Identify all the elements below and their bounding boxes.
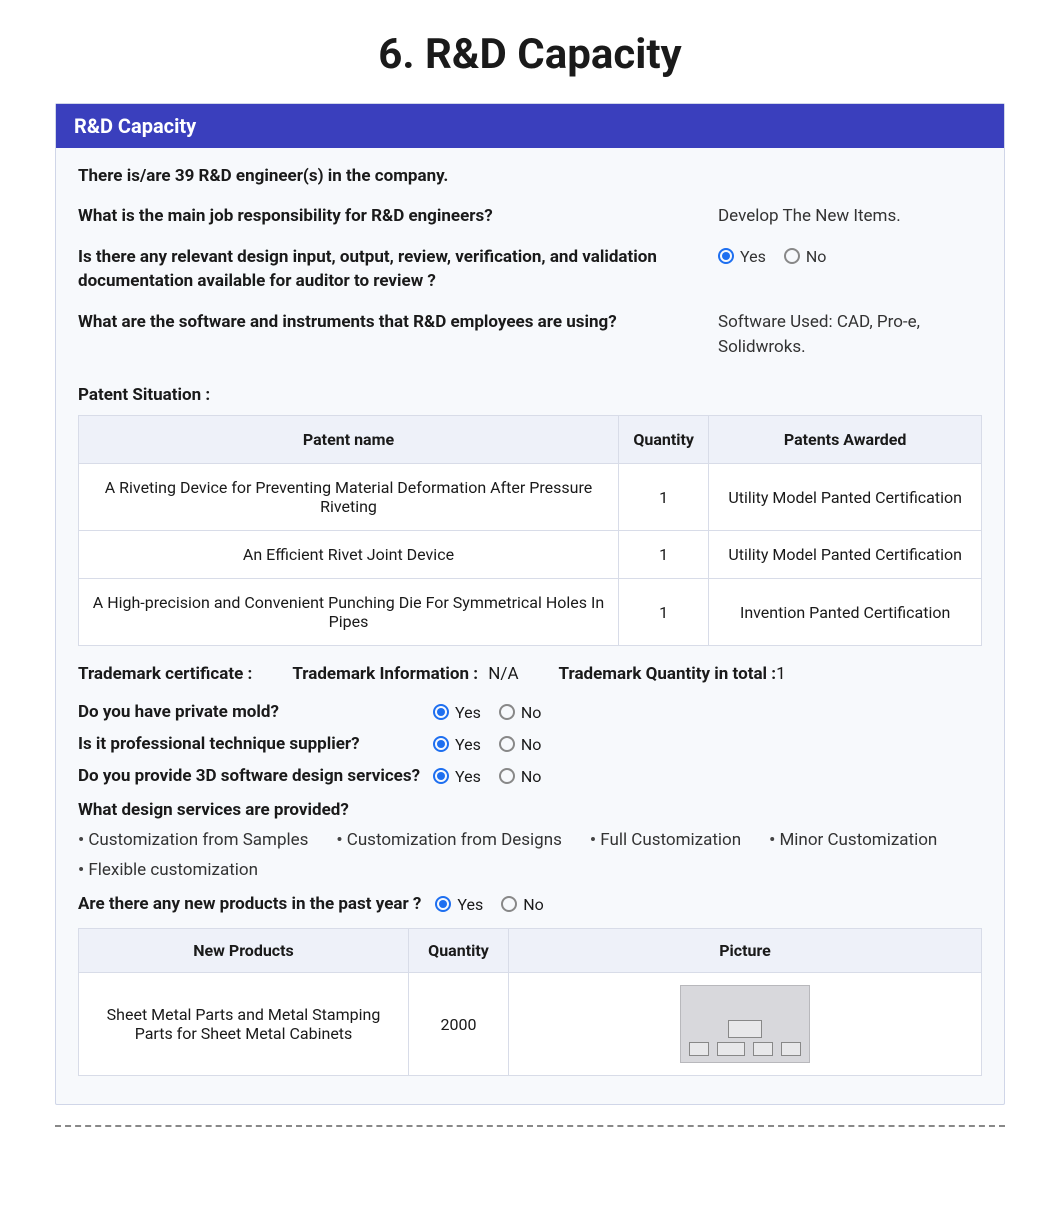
yn1-radio-group: Yes No [433, 735, 541, 754]
patent-cell: A High-precision and Convenient Punching… [79, 579, 619, 646]
patent-cell: Invention Panted Certification [709, 579, 982, 646]
table-row: An Efficient Rivet Joint Device1Utility … [79, 531, 982, 579]
trademark-qty-label: Trademark Quantity in total : [559, 664, 777, 684]
radio-circle-icon [718, 248, 734, 264]
qa1-radio-group: Yes No [718, 245, 826, 268]
yn2-radio-yes[interactable]: Yes [433, 767, 481, 786]
yn0-radio-group: Yes No [433, 703, 541, 722]
qa-row: Is there any relevant design input, outp… [78, 245, 982, 294]
trademark-qty-value: 1 [776, 664, 786, 684]
page-title: 6. R&D Capacity [0, 30, 1060, 79]
trademark-cert-label: Trademark certificate : [78, 664, 252, 684]
radio-circle-icon [433, 768, 449, 784]
newprod-radio-no[interactable]: No [501, 895, 544, 914]
design-service-item: Full Customization [590, 830, 741, 850]
qa-question: Is there any relevant design input, outp… [78, 245, 688, 294]
dashed-divider [55, 1125, 1005, 1127]
patent-column-header: Quantity [619, 416, 709, 464]
design-service-item: Flexible customization [78, 860, 258, 880]
yn2-radio-group: Yes No [433, 767, 541, 786]
radio-circle-icon [499, 768, 515, 784]
radio-label: Yes [455, 767, 481, 786]
radio-circle-icon [501, 896, 517, 912]
radio-label: Yes [740, 245, 766, 268]
product-qty-cell: 2000 [409, 973, 509, 1076]
radio-circle-icon [433, 736, 449, 752]
newprod-radio-group: Yes No [435, 895, 543, 914]
table-row: Sheet Metal Parts and Metal Stamping Par… [79, 973, 982, 1076]
product-picture-cell [509, 973, 982, 1076]
qa-row: What is the main job responsibility for … [78, 204, 982, 229]
radio-circle-icon [784, 248, 800, 264]
qa1-radio-yes[interactable]: Yes [718, 245, 766, 268]
qa-answer: Software Used: CAD, Pro-e, Solidwroks. [718, 310, 982, 359]
patent-cell: 1 [619, 464, 709, 531]
radio-circle-icon [499, 736, 515, 752]
yn-row: Do you have private mold? Yes No [78, 702, 982, 722]
rd-capacity-card: R&D Capacity There is/are 39 R&D enginee… [55, 103, 1005, 1105]
design-service-item: Minor Customization [769, 830, 937, 850]
patent-section-label: Patent Situation : [78, 385, 982, 405]
radio-label: No [806, 245, 827, 268]
yn-question: Do you provide 3D software design servic… [78, 766, 433, 786]
new-products-question-row: Are there any new products in the past y… [78, 894, 982, 914]
patent-cell: A Riveting Device for Preventing Materia… [79, 464, 619, 531]
radio-circle-icon [499, 704, 515, 720]
products-table: New ProductsQuantityPicture Sheet Metal … [78, 928, 982, 1076]
patent-cell: 1 [619, 579, 709, 646]
card-body: There is/are 39 R&D engineer(s) in the c… [56, 148, 1004, 1104]
patent-column-header: Patents Awarded [709, 416, 982, 464]
new-products-question: Are there any new products in the past y… [78, 894, 421, 914]
table-row: A Riveting Device for Preventing Materia… [79, 464, 982, 531]
yn-row: Do you provide 3D software design servic… [78, 766, 982, 786]
qa-question: What is the main job responsibility for … [78, 204, 688, 229]
design-service-item: Customization from Samples [78, 830, 308, 850]
yn0-radio-no[interactable]: No [499, 703, 542, 722]
product-column-header: Quantity [409, 929, 509, 973]
product-column-header: New Products [79, 929, 409, 973]
radio-label: Yes [457, 895, 483, 914]
trademark-line: Trademark certificate : Trademark Inform… [78, 664, 982, 684]
intro-line: There is/are 39 R&D engineer(s) in the c… [78, 166, 982, 186]
patent-column-header: Patent name [79, 416, 619, 464]
yn2-radio-no[interactable]: No [499, 767, 542, 786]
qa-row: What are the software and instruments th… [78, 310, 982, 359]
patent-cell: 1 [619, 531, 709, 579]
qa-answer: Develop The New Items. [718, 204, 982, 229]
trademark-info-label: Trademark Information : [292, 664, 478, 684]
design-services-question: What design services are provided? [78, 800, 982, 820]
product-name-cell: Sheet Metal Parts and Metal Stamping Par… [79, 973, 409, 1076]
product-column-header: Picture [509, 929, 982, 973]
design-services-list: Customization from Samples Customization … [78, 830, 982, 880]
design-service-item: Customization from Designs [336, 830, 561, 850]
yn1-radio-yes[interactable]: Yes [433, 735, 481, 754]
qa1-radio-no[interactable]: No [784, 245, 827, 268]
product-picture-placeholder [680, 985, 810, 1063]
yn-question: Is it professional technique supplier? [78, 734, 433, 754]
patent-cell: Utility Model Panted Certification [709, 531, 982, 579]
yn-question: Do you have private mold? [78, 702, 433, 722]
trademark-info-value: N/A [488, 664, 518, 684]
radio-circle-icon [433, 704, 449, 720]
radio-circle-icon [435, 896, 451, 912]
radio-label: Yes [455, 703, 481, 722]
radio-label: No [521, 703, 542, 722]
qa-question: What are the software and instruments th… [78, 310, 688, 335]
radio-label: Yes [455, 735, 481, 754]
yn1-radio-no[interactable]: No [499, 735, 542, 754]
table-row: A High-precision and Convenient Punching… [79, 579, 982, 646]
qa-answer: Yes No [718, 245, 982, 272]
yn-row: Is it professional technique supplier?Ye… [78, 734, 982, 754]
yn0-radio-yes[interactable]: Yes [433, 703, 481, 722]
radio-label: No [521, 735, 542, 754]
card-header: R&D Capacity [56, 104, 1004, 148]
patent-table: Patent nameQuantityPatents Awarded A Riv… [78, 415, 982, 646]
patent-cell: An Efficient Rivet Joint Device [79, 531, 619, 579]
patent-cell: Utility Model Panted Certification [709, 464, 982, 531]
newprod-radio-yes[interactable]: Yes [435, 895, 483, 914]
radio-label: No [521, 767, 542, 786]
radio-label: No [523, 895, 544, 914]
